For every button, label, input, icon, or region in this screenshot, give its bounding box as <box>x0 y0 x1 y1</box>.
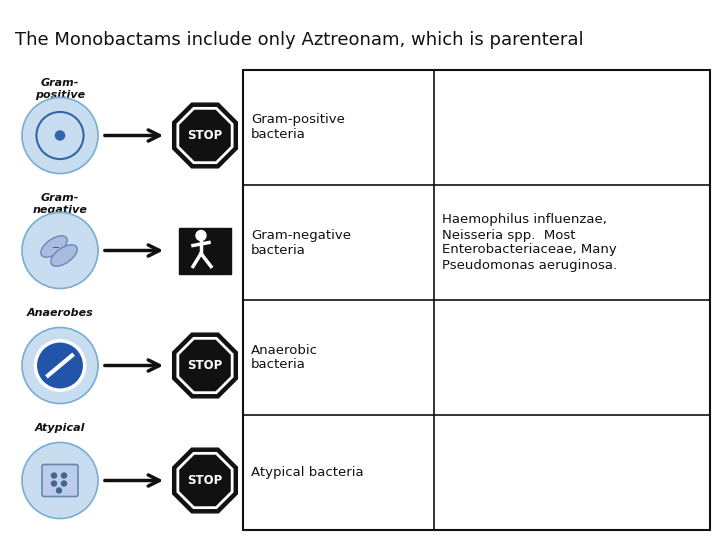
Text: Haemophilus influenzae,
Neisseria spp.  Most
Enterobacteriaceae, Many
Pseudomona: Haemophilus influenzae, Neisseria spp. M… <box>443 213 618 272</box>
Bar <box>243 70 710 530</box>
Polygon shape <box>178 454 232 508</box>
Ellipse shape <box>51 245 77 266</box>
Polygon shape <box>173 103 238 168</box>
Polygon shape <box>173 333 238 398</box>
Polygon shape <box>178 339 232 393</box>
Text: Atypical bacteria: Atypical bacteria <box>251 466 364 479</box>
Bar <box>179 227 231 273</box>
Text: Gram-positive
bacteria: Gram-positive bacteria <box>251 113 345 141</box>
Circle shape <box>196 231 206 240</box>
Circle shape <box>56 488 61 493</box>
Text: STOP: STOP <box>187 474 222 487</box>
Text: STOP: STOP <box>187 359 222 372</box>
Text: STOP: STOP <box>187 129 222 142</box>
Circle shape <box>52 481 56 486</box>
Polygon shape <box>173 448 238 513</box>
FancyBboxPatch shape <box>42 464 78 496</box>
Text: The Monobactams include only Aztreonam, which is parenteral: The Monobactams include only Aztreonam, … <box>15 31 584 49</box>
Circle shape <box>22 213 98 288</box>
Circle shape <box>22 327 98 403</box>
Circle shape <box>61 473 66 478</box>
Circle shape <box>55 131 65 140</box>
Text: −: − <box>52 242 60 253</box>
Circle shape <box>22 98 98 173</box>
Text: Gram-
positive: Gram- positive <box>35 78 85 99</box>
Circle shape <box>22 442 98 518</box>
Text: Anaerobes: Anaerobes <box>27 308 94 318</box>
Text: Anaerobic
bacteria: Anaerobic bacteria <box>251 343 318 372</box>
Ellipse shape <box>41 236 67 257</box>
Circle shape <box>61 481 66 486</box>
Circle shape <box>52 473 56 478</box>
Polygon shape <box>178 109 232 163</box>
Text: Gram-
negative: Gram- negative <box>32 193 87 214</box>
Circle shape <box>35 341 85 390</box>
Text: Atypical: Atypical <box>35 423 85 433</box>
Text: Gram-negative
bacteria: Gram-negative bacteria <box>251 228 351 256</box>
